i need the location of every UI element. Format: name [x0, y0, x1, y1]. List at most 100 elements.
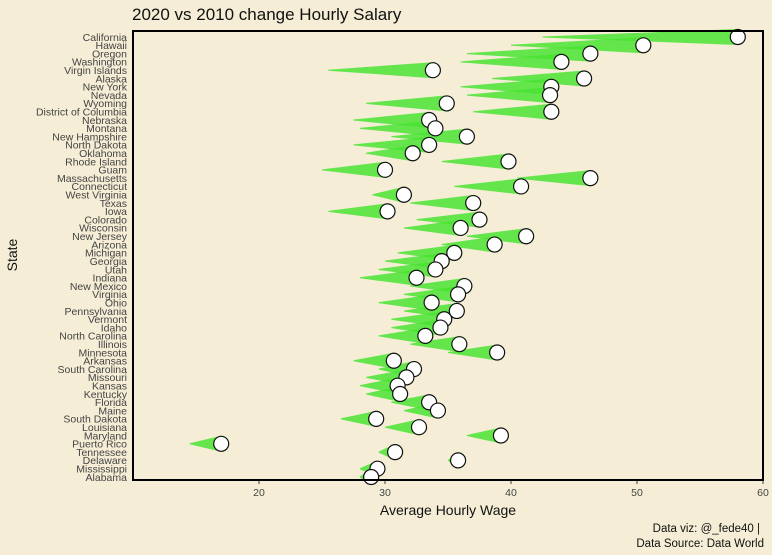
- y-tick-label: New Hampshire: [52, 131, 127, 143]
- y-tick-label: North Dakota: [65, 140, 127, 152]
- trail-new-jersey: [466, 228, 535, 245]
- point-arizona: [486, 236, 503, 253]
- trail-district-of-columbia: [473, 103, 560, 120]
- point-pennsylvania: [448, 302, 465, 320]
- point-virgin-islands: [424, 62, 441, 79]
- y-tick-label: Delaware: [83, 455, 128, 467]
- y-tick-label: Nevada: [91, 90, 127, 102]
- y-tick-label: New York: [83, 82, 128, 94]
- point-wyoming: [438, 95, 455, 112]
- caption-line-2: Data Source: Data World: [636, 538, 764, 550]
- point-maryland: [492, 427, 510, 444]
- y-tick-label: Montana: [86, 123, 127, 135]
- y-tick-label: Alaska: [95, 73, 127, 85]
- point-texas: [465, 194, 482, 212]
- y-tick-label: Iowa: [105, 206, 127, 218]
- y-tick-label: Nebraska: [82, 115, 127, 127]
- y-tick-label: Texas: [100, 198, 127, 210]
- y-tick-label: Illinois: [98, 339, 127, 351]
- y-tick-label: Arkansas: [83, 356, 127, 368]
- y-tick-label: Pennsylvania: [65, 306, 128, 318]
- point-district-of-columbia: [543, 103, 560, 120]
- point-hawaii: [635, 37, 652, 54]
- y-tick-label: Idaho: [101, 322, 127, 334]
- trail-alaska: [492, 70, 593, 87]
- point-nevada: [541, 87, 559, 104]
- trail-washington: [460, 53, 570, 70]
- y-tick-label: Kansas: [92, 380, 127, 392]
- trail-texas: [410, 195, 482, 212]
- trail-virginia: [403, 286, 467, 303]
- y-tick-label: Vermont: [88, 314, 127, 326]
- y-tick-label: Minnesota: [79, 347, 128, 359]
- point-colorado: [471, 211, 488, 228]
- point-ohio: [423, 294, 440, 311]
- y-tick-label: Tennessee: [76, 447, 127, 459]
- point-minnesota: [489, 344, 506, 361]
- y-tick-label: Rhode Island: [65, 156, 127, 168]
- point-alabama: [363, 468, 380, 486]
- y-tick-label: North Carolina: [59, 331, 127, 343]
- y-tick-label: Virginia: [92, 289, 127, 301]
- point-kentucky: [392, 385, 409, 403]
- y-tick-label: Guam: [98, 165, 127, 177]
- trail-connecticut: [454, 178, 530, 195]
- point-south-dakota: [368, 410, 385, 427]
- y-tick-label: Puerto Rico: [72, 439, 127, 451]
- y-tick-label: New Jersey: [72, 231, 128, 243]
- y-tick-label: Georgia: [90, 256, 128, 268]
- x-tick-label: 20: [253, 487, 265, 499]
- point-massachusetts: [582, 170, 599, 187]
- trail-wyoming: [366, 95, 455, 112]
- point-utah: [427, 261, 444, 278]
- y-tick-label: Michigan: [85, 248, 127, 260]
- trail-rhode-island: [441, 153, 517, 170]
- point-alaska: [575, 70, 593, 87]
- y-tick-label: Missouri: [88, 372, 127, 384]
- point-new-jersey: [518, 228, 535, 245]
- y-tick-label: Connecticut: [72, 181, 128, 193]
- point-new-hampshire: [458, 128, 475, 145]
- y-tick-label: Washington: [72, 57, 127, 69]
- y-tick-label: South Carolina: [58, 364, 128, 376]
- trail-new-hampshire: [391, 128, 475, 145]
- y-tick-label: Florida: [95, 397, 127, 409]
- trail-wisconsin: [403, 219, 469, 236]
- point-arkansas: [385, 352, 402, 369]
- trail-ohio: [378, 294, 440, 311]
- y-tick-label: California: [83, 32, 128, 44]
- y-tick-label: Massachusetts: [57, 173, 127, 185]
- point-connecticut: [512, 178, 530, 195]
- trail-california: [542, 29, 746, 45]
- plot-frame: [132, 30, 764, 481]
- y-tick-label: Ohio: [105, 297, 127, 309]
- point-washington: [553, 53, 570, 71]
- point-iowa: [379, 203, 396, 220]
- point-california: [729, 28, 746, 46]
- chart-title: 2020 vs 2010 change Hourly Salary: [132, 5, 402, 24]
- caption-line-1: Data viz: @_fede40 |: [653, 523, 760, 535]
- point-idaho: [432, 319, 449, 336]
- y-tick-label: South Dakota: [63, 414, 127, 426]
- y-tick-label: Louisiana: [82, 422, 127, 434]
- point-north-dakota: [421, 136, 438, 154]
- point-rhode-island: [500, 153, 517, 170]
- trail-colorado: [416, 211, 488, 228]
- point-maine: [429, 402, 447, 419]
- x-tick-label: 50: [631, 487, 643, 499]
- points-layer: [213, 28, 746, 486]
- point-puerto-rico: [213, 435, 230, 452]
- point-oklahoma: [404, 145, 421, 162]
- point-illinois: [451, 336, 468, 353]
- point-wisconsin: [452, 219, 469, 237]
- x-tick-label: 40: [505, 487, 517, 499]
- y-tick-label: Mississippi: [76, 463, 127, 475]
- trails-layer: [189, 29, 746, 485]
- y-tick-label: New Mexico: [70, 281, 127, 293]
- trail-utah: [378, 261, 444, 278]
- y-axis-label: State: [4, 238, 20, 271]
- y-tick-label: Alabama: [86, 472, 128, 484]
- point-oregon: [582, 45, 599, 62]
- trail-indiana: [359, 269, 425, 286]
